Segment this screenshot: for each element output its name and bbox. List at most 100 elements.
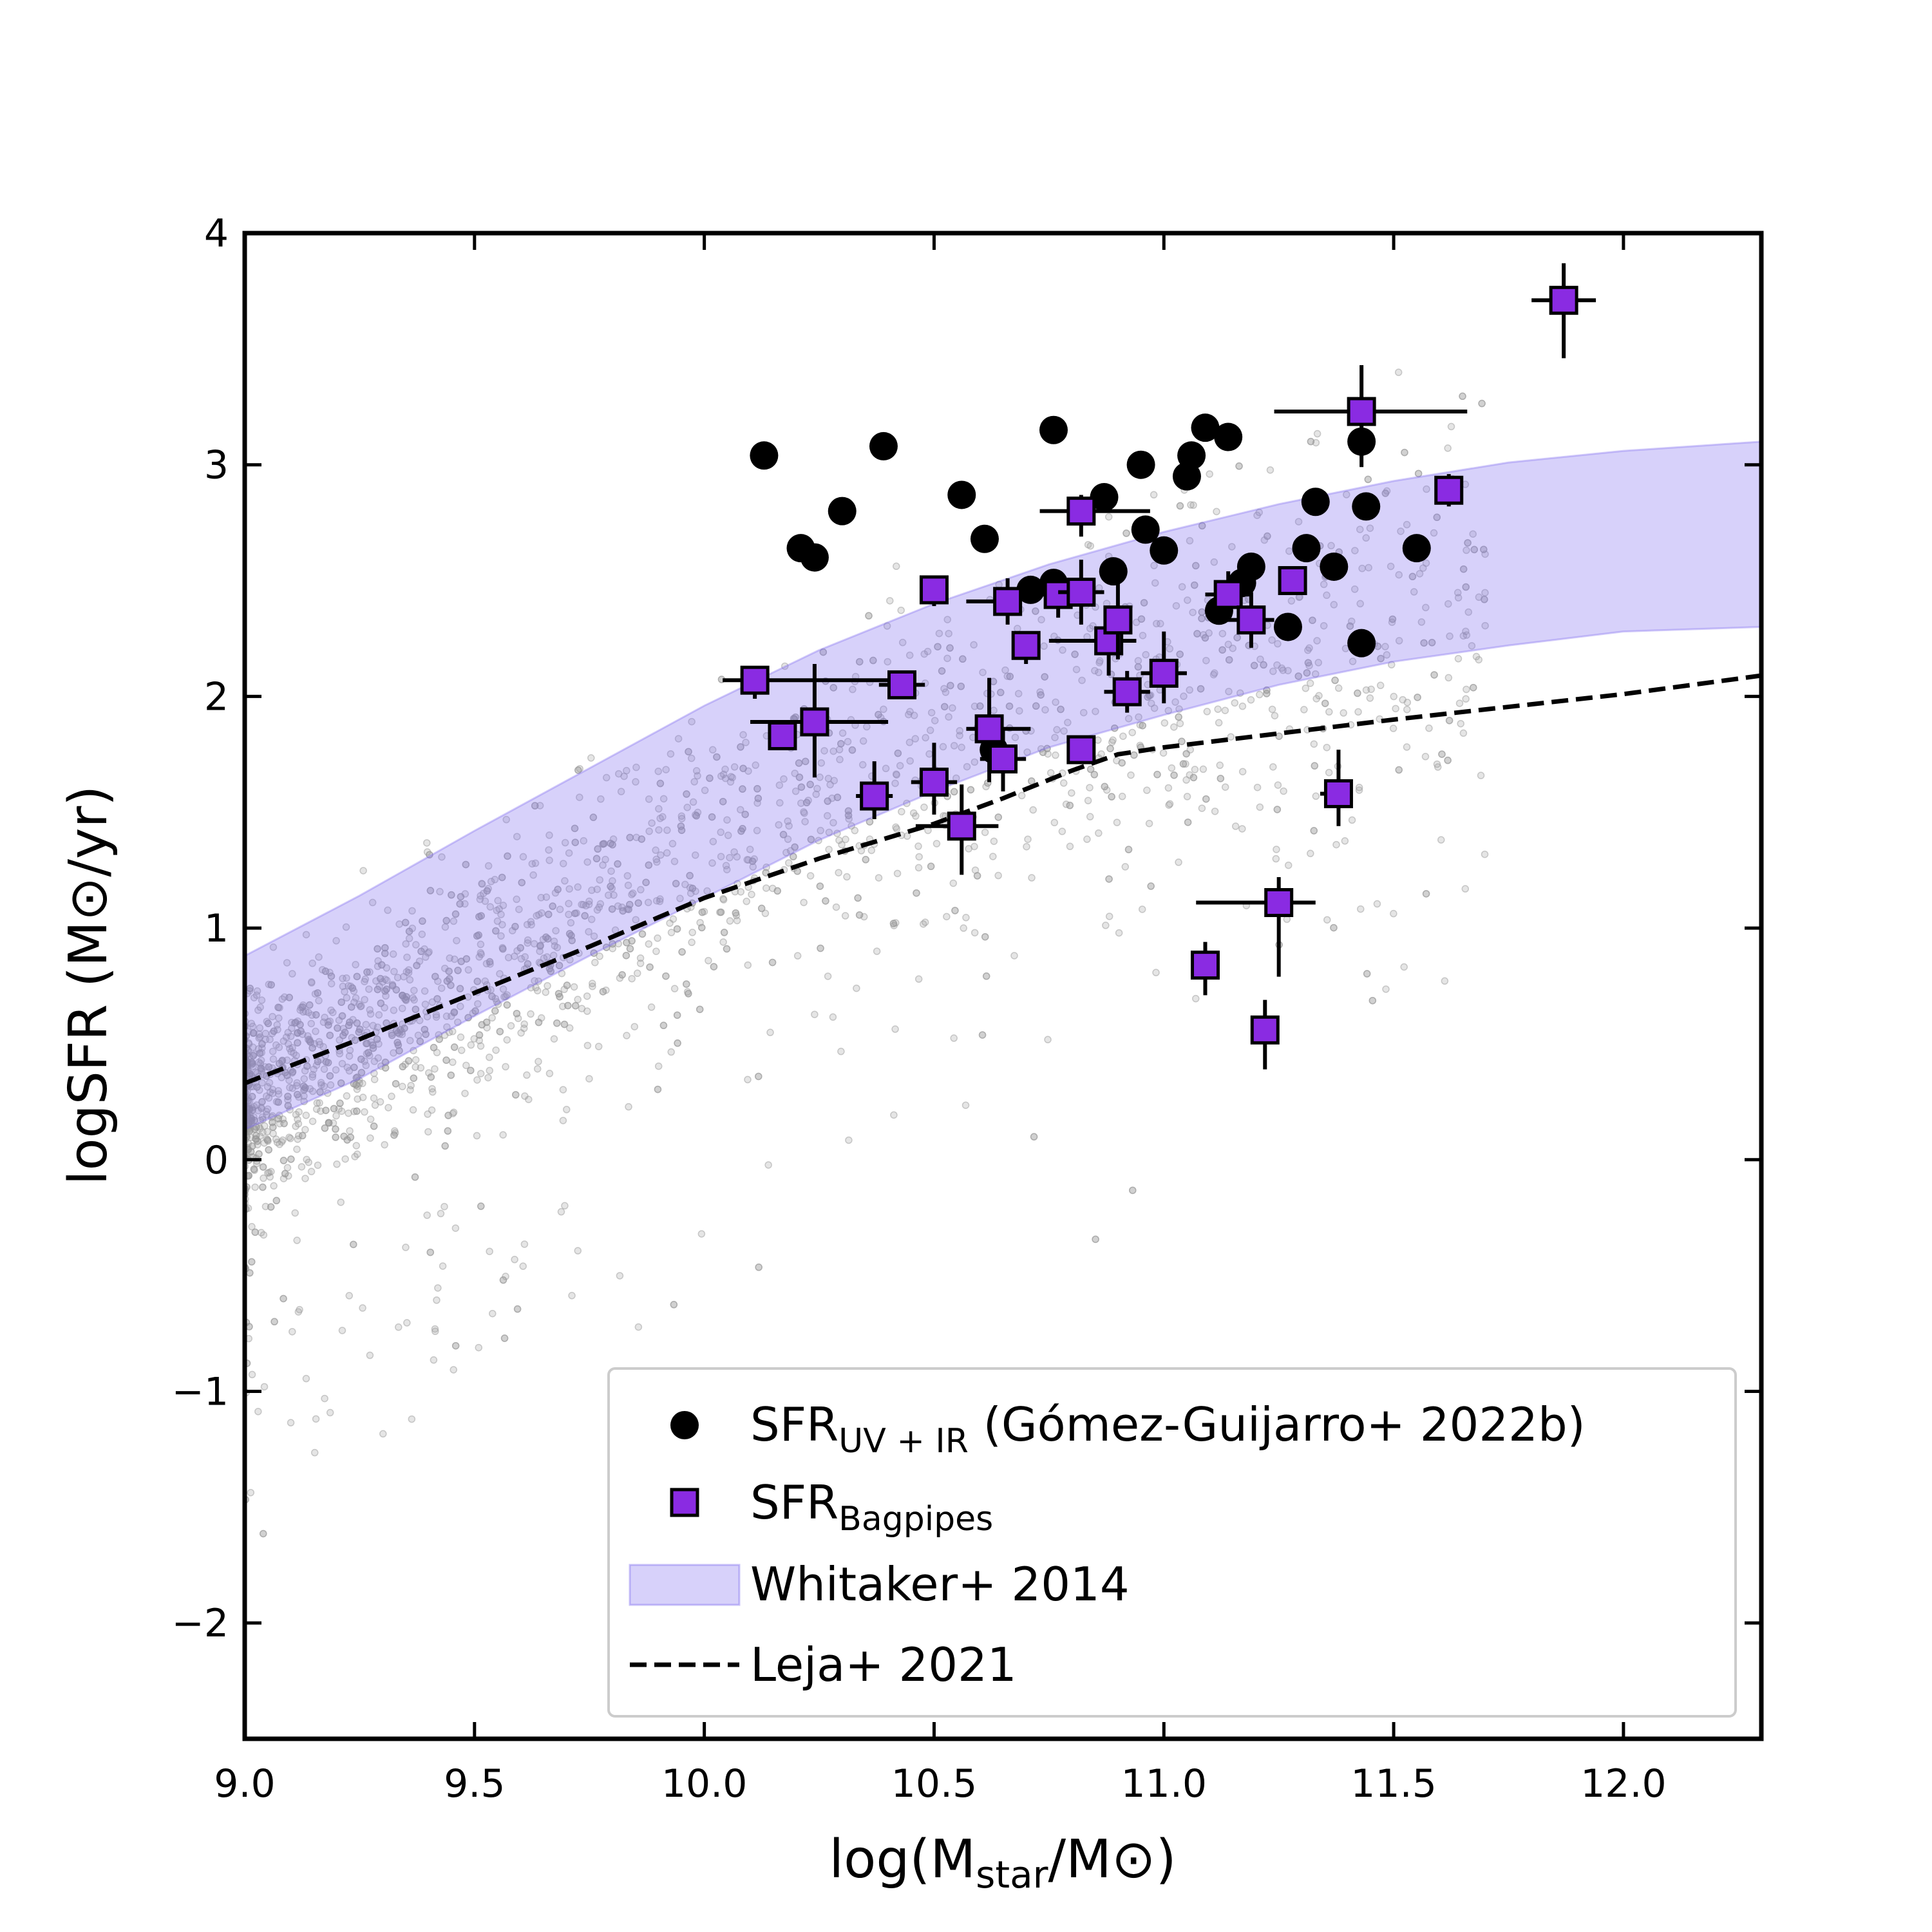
background-point — [252, 1132, 260, 1140]
background-point — [1191, 766, 1199, 773]
background-point — [289, 1328, 296, 1336]
background-point — [1395, 637, 1403, 645]
background-point — [962, 914, 970, 922]
background-point — [326, 1408, 334, 1417]
background-point — [685, 990, 692, 998]
background-point — [1310, 827, 1318, 835]
uvir-point — [1150, 536, 1179, 565]
background-point — [1320, 580, 1328, 589]
background-point — [1355, 786, 1363, 794]
background-point — [502, 1273, 509, 1280]
background-point — [559, 1086, 567, 1094]
background-point — [1238, 768, 1247, 775]
background-point — [1307, 849, 1314, 858]
background-point — [423, 839, 431, 847]
background-point — [723, 816, 731, 824]
background-point — [1216, 761, 1224, 770]
background-point — [366, 1115, 375, 1123]
background-point — [689, 798, 697, 806]
background-point — [1127, 771, 1135, 779]
background-point — [359, 1094, 367, 1101]
background-point — [1459, 392, 1466, 401]
background-point — [1421, 753, 1430, 761]
background-point — [563, 981, 571, 989]
x-tick-label: 10.5 — [891, 1761, 978, 1806]
x-tick-label: 10.0 — [661, 1761, 748, 1806]
background-point — [491, 1007, 499, 1015]
background-point — [1175, 858, 1182, 866]
background-point — [1186, 771, 1194, 779]
background-point — [1382, 985, 1390, 993]
background-point — [552, 927, 560, 934]
background-point — [950, 1034, 958, 1042]
background-point — [971, 842, 978, 851]
bagpipes-point — [1213, 580, 1243, 609]
background-point — [1387, 562, 1395, 571]
bagpipes-point — [800, 707, 829, 737]
background-point — [520, 1025, 528, 1032]
background-point — [793, 952, 802, 960]
background-point — [1368, 996, 1377, 1005]
background-point — [1068, 789, 1075, 797]
legend-marker-uvir — [670, 1411, 699, 1439]
background-point — [302, 1374, 310, 1383]
background-point — [312, 1415, 320, 1423]
background-point — [417, 1064, 425, 1072]
background-point — [260, 1174, 267, 1182]
background-point — [949, 879, 958, 887]
background-point — [583, 858, 591, 866]
background-point — [1444, 600, 1452, 608]
background-point — [825, 846, 833, 853]
background-point — [1175, 713, 1182, 721]
background-point — [260, 1530, 267, 1538]
background-point — [1403, 743, 1411, 751]
background-point — [1403, 520, 1411, 529]
background-point — [1164, 706, 1173, 715]
background-point — [1313, 430, 1321, 438]
background-point — [392, 1080, 400, 1088]
background-point — [652, 947, 660, 955]
background-point — [784, 859, 793, 867]
background-point — [410, 1074, 418, 1082]
background-point — [1115, 929, 1123, 937]
background-point — [748, 891, 755, 898]
background-point — [267, 1203, 275, 1211]
background-point — [1066, 842, 1074, 851]
background-point — [1052, 698, 1059, 706]
background-point — [421, 987, 429, 995]
background-point — [570, 983, 578, 991]
background-point — [350, 1240, 357, 1249]
background-point — [484, 1074, 492, 1082]
background-point — [368, 898, 377, 907]
background-point — [1189, 501, 1197, 509]
background-point — [1414, 694, 1421, 701]
background-point — [867, 846, 876, 855]
background-point — [550, 1035, 558, 1043]
bagpipes-point — [1236, 605, 1266, 635]
background-point — [924, 826, 932, 835]
background-point — [332, 937, 340, 945]
background-point — [366, 968, 374, 976]
background-point — [545, 857, 553, 864]
background-point — [973, 872, 981, 880]
background-point — [1191, 994, 1200, 1003]
x-tick-label: 11.5 — [1350, 1761, 1437, 1806]
background-point — [838, 729, 847, 737]
background-point — [1108, 738, 1116, 746]
background-point — [310, 1448, 319, 1457]
background-point — [978, 1031, 987, 1039]
background-point — [450, 917, 458, 925]
background-point — [1400, 963, 1408, 971]
background-point — [710, 963, 718, 971]
background-point — [444, 1112, 452, 1119]
background-point — [351, 1153, 359, 1160]
background-point — [333, 1160, 341, 1168]
background-point — [1373, 900, 1381, 908]
background-point — [292, 1122, 299, 1130]
background-point — [1165, 801, 1173, 809]
background-point — [341, 988, 348, 996]
background-point — [352, 1142, 361, 1150]
background-point — [1016, 707, 1023, 715]
bagpipes-point — [887, 670, 916, 699]
background-point — [432, 1011, 440, 1019]
